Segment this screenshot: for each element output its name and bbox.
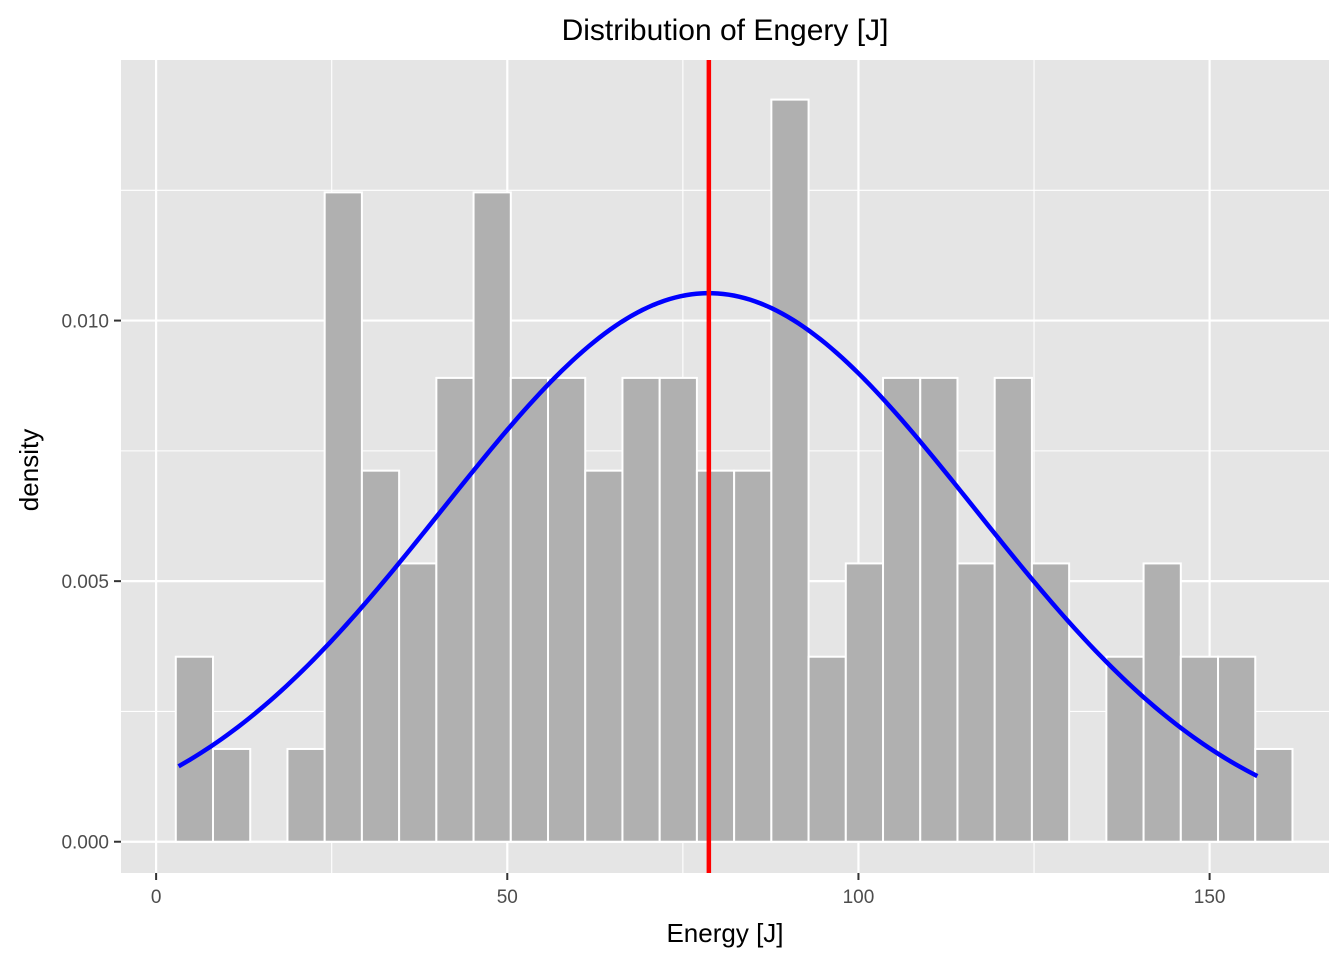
y-tick-label: 0.005 [61,572,109,593]
histogram-bar [212,747,252,843]
histogram-bar [919,376,959,843]
histogram-bar [956,562,996,843]
y-tick-label: 0.010 [61,312,109,333]
x-tick-label: 100 [843,887,875,908]
x-tick-label: 0 [151,887,162,908]
histogram-bars [174,98,1294,843]
histogram-bar [770,98,810,843]
histogram-bar [584,469,624,843]
y-axis-ticks: 0.000 0.005 0.010 [61,312,121,854]
x-tick-label: 50 [497,887,518,908]
histogram-bar [286,747,326,843]
histogram-bar [509,376,550,843]
histogram-bar [323,191,363,843]
histogram-bar [435,376,475,843]
histogram-bar [658,376,698,843]
x-axis-ticks: 0 50 100 150 [151,873,1226,908]
chart-title: Distribution of Engery [J] [562,14,889,47]
histogram-bar [1254,747,1294,843]
histogram-bar [733,469,773,843]
histogram-bar [844,562,885,843]
x-tick-label: 150 [1194,887,1226,908]
histogram-bar [621,376,661,843]
y-axis-title: density [14,429,44,511]
histogram-bar [547,376,587,843]
histogram-bar [882,376,922,843]
histogram-bar [398,562,438,843]
histogram-bar [695,469,736,843]
histogram-bar [472,191,512,843]
histogram-bar [1217,655,1257,843]
histogram-bar [993,376,1033,843]
x-axis-title: Energy [J] [666,918,783,948]
histogram-bar [1030,562,1071,843]
normal-density-curve [177,290,1259,779]
histogram-bar [1105,655,1145,843]
histogram-bar [807,655,847,843]
histogram-bar [360,469,401,843]
y-tick-label: 0.000 [61,833,109,854]
